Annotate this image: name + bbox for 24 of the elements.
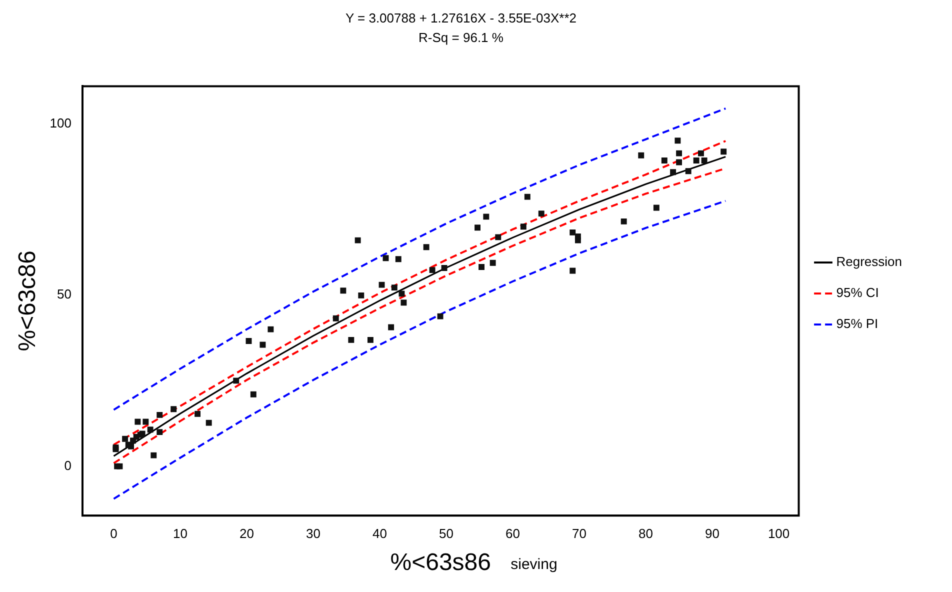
x-tick-label: 80 (638, 526, 654, 541)
x-tick-label: 90 (705, 526, 720, 541)
x-tick-label: 40 (372, 526, 387, 541)
x-tick-label: 50 (439, 526, 454, 541)
x-tick-label: 30 (306, 526, 320, 541)
x-tick-label: 70 (572, 526, 587, 541)
x-tick-label: 20 (240, 526, 254, 541)
text: sieving (510, 556, 558, 573)
y-axis-title: %<63c86 (14, 250, 42, 352)
line-series (112, 200, 727, 500)
line-series (112, 107, 727, 411)
y-tick-label: 50 (57, 286, 72, 302)
y-tick-label: 100 (50, 115, 72, 130)
chart-subtitle: R-Sq = 96.1 % (418, 30, 504, 45)
x-tick-label: 10 (173, 526, 188, 541)
legend-label: 95% CI (836, 285, 879, 300)
x-tick-label: 0 (110, 526, 118, 541)
legend-label: Regression (836, 254, 902, 270)
x-axis-title: %<63s86 (390, 549, 491, 576)
x-tick-label: 100 (768, 526, 790, 541)
chart-title: Y = 3.00788 + 1.27616X - 3.55E-03X**2 (345, 10, 577, 26)
legend-label: 95% PI (836, 316, 878, 332)
y-tick-label: 0 (64, 458, 72, 473)
x-tick-label: 60 (506, 526, 520, 541)
